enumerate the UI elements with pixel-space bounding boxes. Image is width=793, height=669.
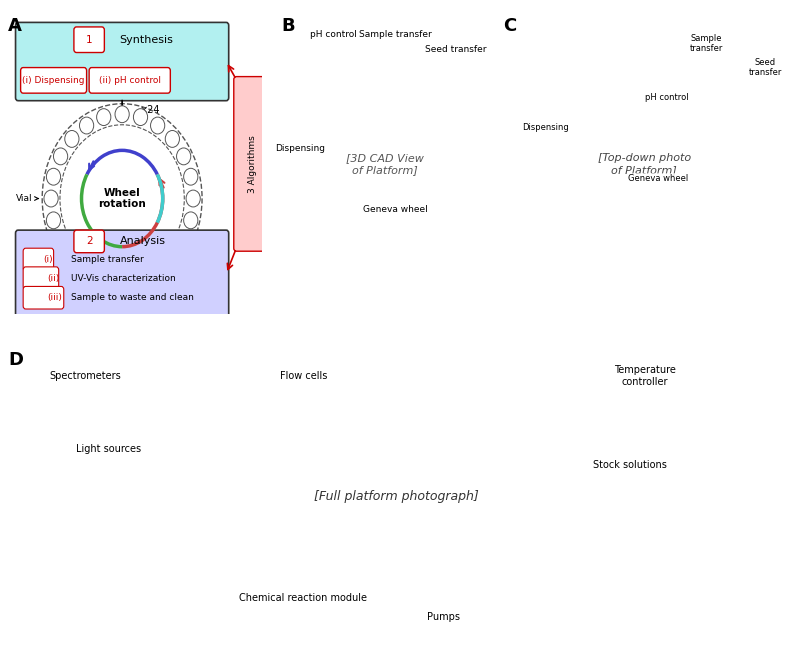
Text: Spectrometers: Spectrometers [50,371,121,381]
FancyBboxPatch shape [89,68,170,93]
Text: Flow cells: Flow cells [280,371,327,381]
Text: [Full platform photograph]: [Full platform photograph] [314,490,479,503]
Circle shape [151,263,165,280]
Text: ×24: ×24 [140,105,160,114]
Text: Sample transfer: Sample transfer [359,30,432,39]
Text: (iii): (iii) [48,294,62,302]
Text: Light sources: Light sources [76,444,141,454]
Text: Dispensing: Dispensing [275,145,325,153]
Text: Chemical reaction module: Chemical reaction module [239,593,367,603]
Text: Seed transfer: Seed transfer [425,45,486,54]
Circle shape [65,130,79,147]
Text: UV-Vis characterization: UV-Vis characterization [71,274,176,283]
Circle shape [97,272,111,288]
Text: Temperature
controller: Temperature controller [615,365,676,387]
Circle shape [186,190,201,207]
Text: Geneva wheel: Geneva wheel [628,175,688,183]
Text: Synthesis: Synthesis [120,35,174,45]
Circle shape [46,169,60,185]
FancyBboxPatch shape [16,22,228,101]
Circle shape [177,232,191,249]
Circle shape [184,212,198,229]
Text: Sample transfer: Sample transfer [71,255,144,264]
Circle shape [165,250,179,266]
Circle shape [151,117,165,134]
Text: 3 Algorithms: 3 Algorithms [248,135,257,193]
Text: (ii): (ii) [48,274,59,283]
Circle shape [79,117,94,134]
Circle shape [79,263,94,280]
Text: Wheel
rotation: Wheel rotation [98,188,146,209]
Text: Geneva wheel: Geneva wheel [363,205,428,213]
FancyBboxPatch shape [21,68,86,93]
Text: [Top-down photo
of Platform]: [Top-down photo of Platform] [598,153,691,175]
Text: A: A [8,17,21,35]
Text: (i): (i) [44,255,53,264]
Text: ×24: ×24 [140,275,160,285]
Text: Analysis: Analysis [120,236,166,246]
Text: Pumps: Pumps [427,613,460,622]
Text: Seed
transfer: Seed transfer [749,58,782,77]
FancyBboxPatch shape [23,248,54,271]
FancyBboxPatch shape [74,27,105,52]
Circle shape [115,106,129,122]
Text: Vial: Vial [16,194,38,203]
Text: pH control: pH control [645,93,688,102]
Text: 1: 1 [86,35,93,45]
Circle shape [97,108,111,126]
FancyBboxPatch shape [23,286,63,309]
Circle shape [133,272,147,288]
FancyBboxPatch shape [234,76,272,251]
Text: Stock solutions: Stock solutions [592,460,667,470]
Text: Dispensing: Dispensing [523,123,569,132]
Text: 2: 2 [86,236,93,246]
FancyBboxPatch shape [23,267,59,290]
Circle shape [165,130,179,147]
Text: (i) Dispensing: (i) Dispensing [22,76,85,85]
Circle shape [53,232,67,249]
Circle shape [177,148,191,165]
Text: (ii) pH control: (ii) pH control [99,76,161,85]
Circle shape [53,148,67,165]
Circle shape [133,108,147,126]
Circle shape [184,169,198,185]
Text: B: B [282,17,295,35]
FancyBboxPatch shape [74,230,105,253]
Circle shape [44,190,58,207]
Text: pH control: pH control [310,30,357,39]
Circle shape [46,212,60,229]
Text: D: D [8,351,23,369]
FancyBboxPatch shape [16,230,228,317]
Text: Sample to waste and clean: Sample to waste and clean [71,294,194,302]
Text: C: C [504,17,517,35]
Text: Sample
transfer: Sample transfer [690,34,723,53]
Circle shape [115,274,129,291]
Text: [3D CAD View
of Platform]: [3D CAD View of Platform] [346,153,423,175]
Circle shape [65,250,79,266]
